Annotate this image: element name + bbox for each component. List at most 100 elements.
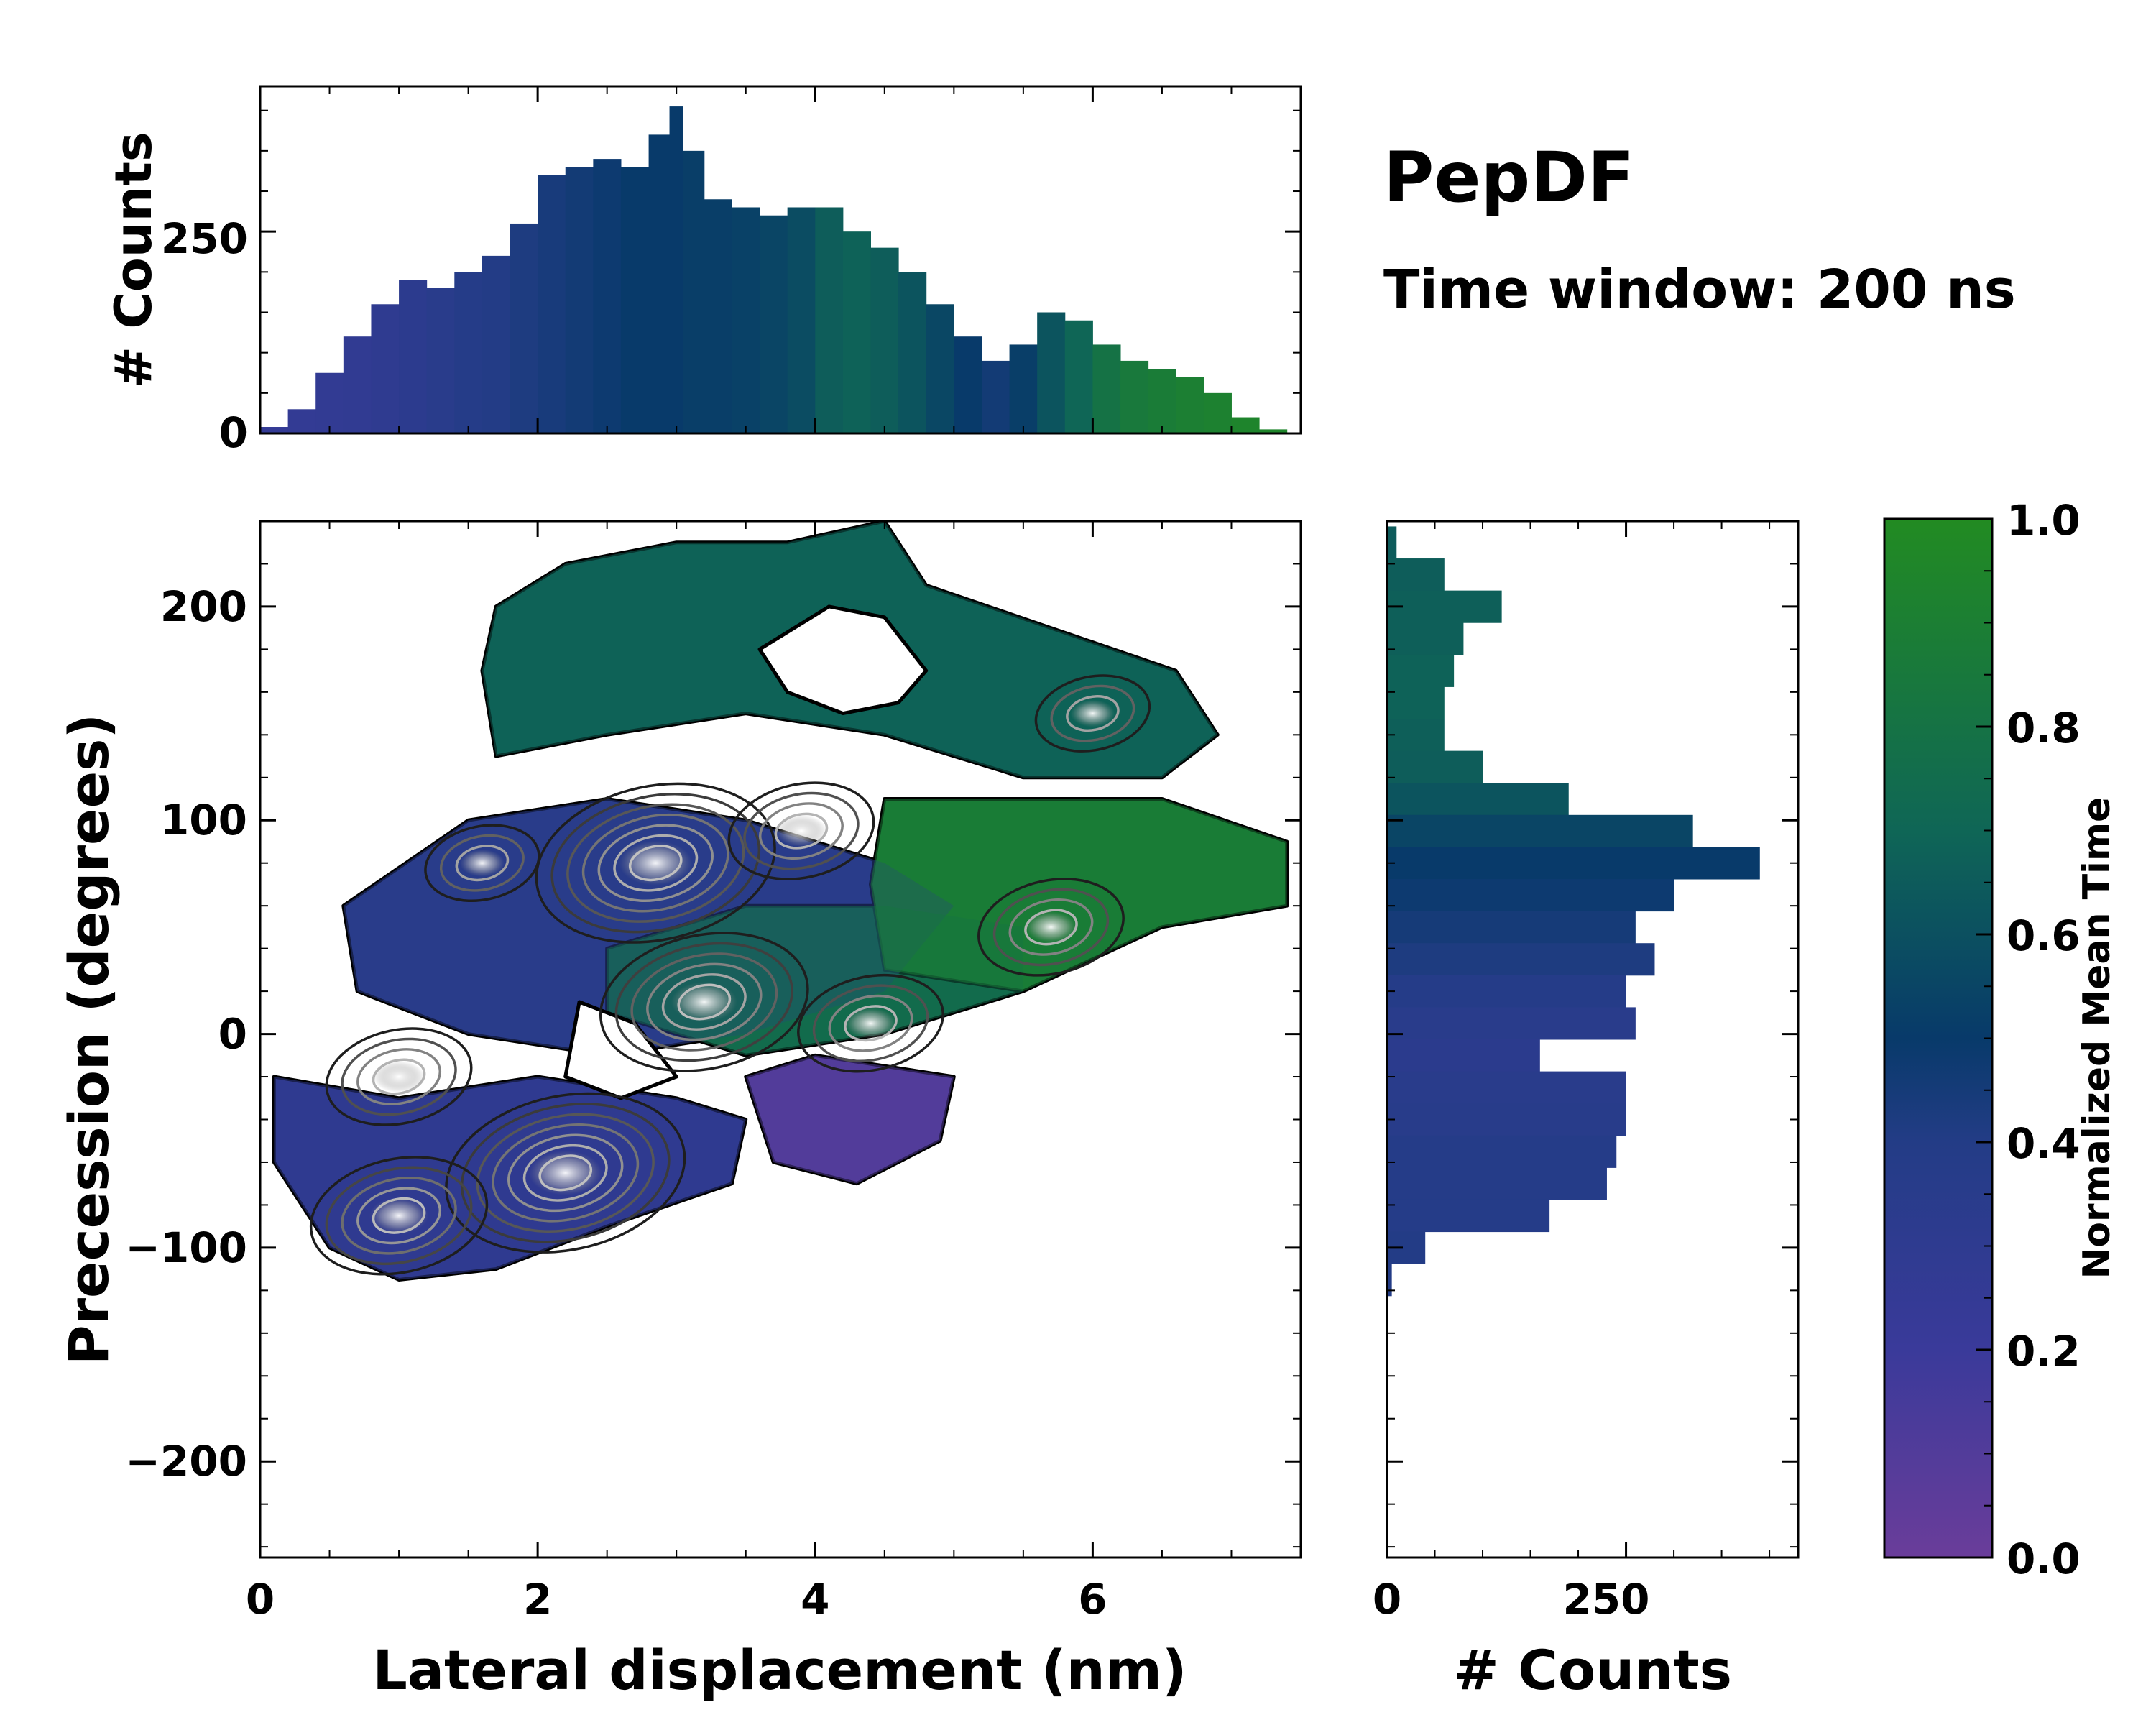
right-xtick-label: 250 — [1562, 1575, 1649, 1624]
top-ylabel: # Counts — [104, 132, 163, 388]
density-contour — [341, 1037, 457, 1116]
main-ytick-label: −100 — [125, 1223, 247, 1272]
heatmap-region-fill — [745, 1055, 954, 1184]
right-histogram-bar — [1387, 686, 1445, 719]
main-xtick-label: 4 — [801, 1575, 829, 1624]
top-histogram-bar — [842, 231, 871, 433]
density-contour — [325, 1166, 473, 1266]
right-histogram-bar — [1387, 526, 1397, 559]
density-contour — [325, 1027, 473, 1126]
right-histogram-bar — [1387, 750, 1483, 783]
density-contour — [1066, 695, 1120, 732]
top-histogram-bar — [1231, 417, 1260, 433]
density-contour — [460, 1103, 671, 1243]
density-peak — [373, 1061, 425, 1093]
figure-subtitle: Time window: 200 ns — [1383, 259, 2016, 321]
top-histogram-bar — [815, 207, 844, 433]
density-contour — [743, 791, 860, 870]
density-contour — [992, 888, 1110, 967]
colorbar-gradient — [1883, 518, 1994, 1559]
density-peak — [528, 1150, 602, 1195]
density-contour — [614, 942, 793, 1062]
density-peak — [619, 840, 693, 886]
top-histogram-bar — [787, 207, 816, 433]
density-contour — [1034, 674, 1151, 753]
top-histogram-bar — [760, 215, 788, 433]
density-contour — [774, 812, 829, 850]
right-histogram-bars — [1387, 526, 1760, 1297]
density-contour — [661, 973, 747, 1031]
top-histogram-bar — [898, 272, 927, 433]
density-contour — [356, 1048, 442, 1105]
top-histogram-bar — [1092, 344, 1121, 433]
main-plot: Lateral displacement (nm) Precession (de… — [57, 520, 1302, 1702]
top-histogram-bar — [1037, 312, 1066, 433]
top-ytick-label: 250 — [161, 214, 248, 263]
top-histogram-bar — [981, 360, 1010, 433]
top-histogram-bar — [620, 167, 650, 434]
density-contour — [341, 1176, 457, 1255]
top-histogram-bar — [870, 247, 899, 433]
right-histogram-bar — [1387, 590, 1502, 623]
density-contour — [535, 782, 776, 944]
heatmap-region-fill — [870, 799, 1287, 992]
density-contour — [727, 781, 875, 880]
right-histogram-bar — [1387, 814, 1693, 847]
density-contour — [356, 1187, 442, 1245]
right-histogram: 0 250 # Counts — [1373, 520, 1800, 1702]
density-peak — [1025, 911, 1077, 943]
top-histogram-bar — [669, 106, 683, 433]
density-contour — [522, 1144, 608, 1202]
top-histogram-bar — [510, 223, 538, 433]
density-contour — [492, 1123, 640, 1223]
top-histogram-bar — [1148, 369, 1176, 433]
top-histogram-ticks — [259, 86, 1302, 435]
top-histogram-bar — [315, 372, 344, 433]
colorbar-ticks — [1976, 518, 1992, 1559]
top-histogram-bar — [1064, 320, 1093, 433]
density-peak — [369, 1197, 429, 1234]
colorbar-tick-label: 0.0 — [2007, 1535, 2081, 1583]
density-contour — [455, 845, 510, 882]
main-heatmap — [272, 521, 1289, 1282]
main-xtick-label: 2 — [523, 1575, 552, 1624]
heatmap-hole — [757, 604, 929, 716]
right-histogram-bar — [1387, 1199, 1550, 1233]
right-histogram-bar — [1387, 783, 1569, 816]
density-peak — [775, 815, 827, 847]
top-histogram-bar — [482, 255, 511, 433]
density-peak — [459, 849, 505, 877]
top-ytick-label: 0 — [219, 408, 248, 457]
top-histogram-bar — [954, 336, 982, 433]
top-histogram-bar — [454, 272, 483, 433]
right-histogram-bar — [1387, 1264, 1392, 1297]
density-peak — [1070, 699, 1115, 727]
density-contour — [1050, 684, 1135, 742]
density-contour — [844, 1005, 898, 1042]
density-contour — [812, 984, 929, 1063]
top-histogram-bar — [1009, 344, 1038, 433]
density-contour — [372, 1058, 426, 1095]
colorbar-label: Normalized Mean Time — [2076, 797, 2119, 1279]
density-contour — [613, 834, 699, 892]
density-contour — [758, 802, 844, 860]
density-contour — [597, 824, 714, 903]
density-contour — [977, 878, 1125, 977]
figure-title: PepDF — [1383, 137, 1634, 218]
density-contour — [309, 1156, 489, 1276]
density-contour — [476, 1113, 655, 1233]
main-ytick-label: 0 — [218, 1010, 247, 1059]
right-xlabel: # Counts — [1453, 1638, 1732, 1702]
main-holes — [563, 604, 929, 1100]
top-histogram-bar — [343, 336, 372, 433]
top-histogram-bar — [287, 409, 316, 433]
density-peak — [671, 981, 737, 1022]
main-xtick-label: 6 — [1078, 1575, 1107, 1624]
colorbar-tick-label: 0.6 — [2007, 911, 2081, 960]
density-contour — [507, 1133, 624, 1213]
top-histogram-bar — [926, 304, 954, 433]
density-contour — [630, 952, 778, 1052]
heatmap-hole — [563, 1000, 678, 1100]
right-histogram-bar — [1387, 1167, 1607, 1200]
